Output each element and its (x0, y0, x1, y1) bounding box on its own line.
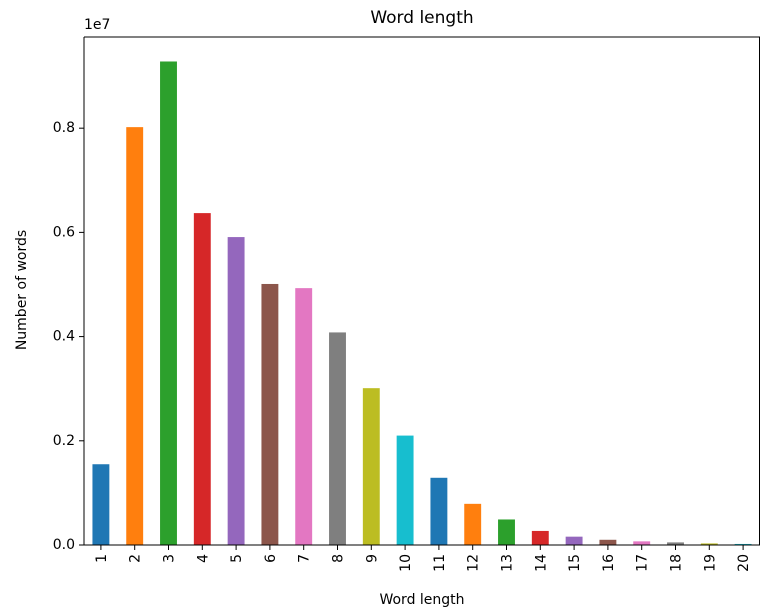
y-tick-label-0.8: 0.8 (53, 120, 75, 136)
x-tick-label-2: 2 (128, 554, 144, 563)
x-tick-label-11: 11 (432, 554, 448, 572)
x-tick-label-15: 15 (567, 554, 583, 572)
bar-8 (329, 332, 346, 545)
y-tick-label-0.6: 0.6 (53, 224, 75, 240)
x-tick-label-19: 19 (702, 554, 718, 572)
x-tick-label-5: 5 (229, 554, 245, 563)
x-tick-label-18: 18 (669, 554, 685, 572)
x-tick-label-16: 16 (601, 554, 617, 572)
x-tick-label-6: 6 (263, 554, 279, 563)
x-tick-label-9: 9 (364, 554, 380, 563)
x-tick-label-8: 8 (331, 554, 347, 563)
bar-4 (193, 213, 211, 545)
x-tick-label-20: 20 (736, 554, 752, 572)
x-tick-label-10: 10 (398, 554, 414, 572)
x-tick-label-1: 1 (94, 554, 110, 563)
x-tick-label-7: 7 (297, 554, 313, 563)
bar-10 (396, 435, 414, 545)
bar-11 (430, 477, 448, 545)
bar-16 (599, 539, 617, 545)
plot-area: 1 2 3 4 5 6 7 8 9 10 11 12 13 14 15 16 17 18 19 200.00.20.4… (53, 36, 760, 572)
x-tick-label-4: 4 (195, 554, 211, 563)
bar-5 (227, 237, 245, 545)
chart-title: Word length (370, 8, 473, 28)
bar-7 (295, 288, 313, 545)
y-axis-offset-label: 1e7 (84, 17, 110, 33)
y-axis-title: Number of words (14, 230, 30, 350)
x-tick-label-13: 13 (500, 554, 516, 572)
bar-19 (700, 543, 718, 545)
x-tick-label-14: 14 (533, 554, 549, 572)
y-tick-label-0.4: 0.4 (53, 329, 75, 345)
bar-2 (126, 127, 144, 545)
bar-12 (464, 503, 482, 545)
bar-15 (565, 536, 583, 545)
bar-9 (362, 388, 380, 545)
bar-6 (261, 283, 279, 545)
bar-14 (531, 530, 549, 545)
x-tick-label-17: 17 (635, 554, 651, 572)
bar-3 (160, 61, 177, 545)
bar-18 (667, 542, 684, 545)
y-tick-label-0.2: 0.2 (53, 433, 75, 449)
bar-1 (92, 464, 110, 545)
x-tick-label-12: 12 (466, 554, 482, 572)
y-tick-label-0.0: 0.0 (53, 537, 75, 553)
bar-17 (633, 541, 651, 545)
bar-13 (498, 519, 515, 545)
x-axis-title: Word length (379, 592, 464, 608)
bar-20 (734, 543, 752, 545)
x-tick-label-3: 3 (162, 554, 178, 563)
